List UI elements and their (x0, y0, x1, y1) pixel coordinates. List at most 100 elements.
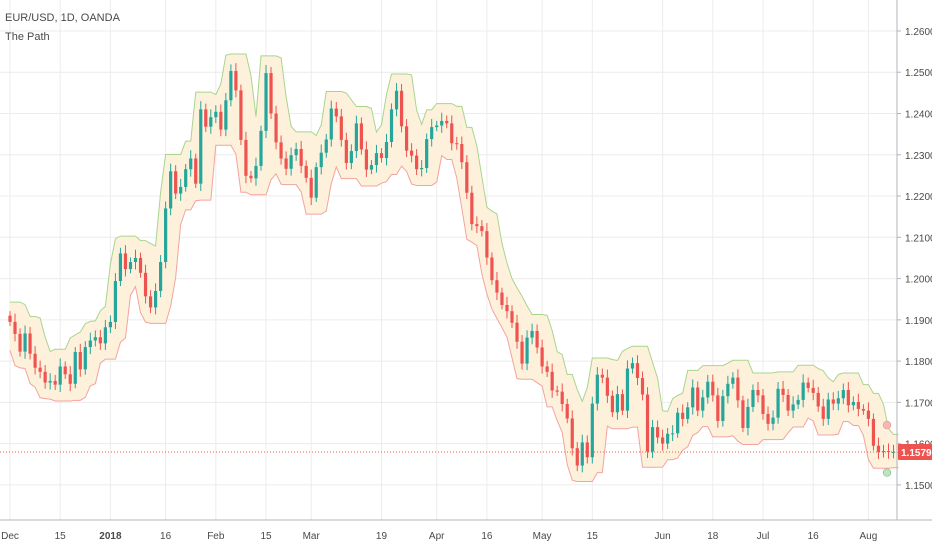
candle-body (781, 388, 785, 395)
candle-down (540, 339, 544, 374)
candle-body (128, 262, 133, 270)
last-price-badge-group: 1.15799 (898, 443, 932, 460)
candle-body (98, 337, 102, 344)
candle-up (224, 92, 228, 137)
candle-up (701, 389, 705, 418)
candle-down (465, 155, 469, 200)
candle-body (309, 177, 313, 198)
candle-down (18, 328, 22, 357)
candle-down (274, 105, 278, 150)
candle-down (334, 102, 338, 123)
candle-body (856, 401, 860, 409)
candle-up (841, 383, 845, 405)
y-tick-label: 1.19000 (905, 316, 932, 327)
candle-body (600, 374, 604, 378)
candle-down (510, 305, 514, 328)
candle-down (239, 84, 243, 146)
candle-down (379, 148, 384, 163)
candle-body (294, 148, 298, 156)
candle-body (570, 418, 574, 449)
x-tick-label: 2018 (99, 531, 122, 542)
candle-body (425, 139, 429, 168)
candle-up (289, 147, 293, 176)
candle-down (816, 386, 820, 412)
candle-body (279, 142, 283, 159)
candle-body (118, 253, 123, 282)
candle-up (650, 419, 655, 459)
candle-body (38, 367, 42, 372)
candle-body (565, 404, 569, 419)
candle-down (696, 381, 700, 417)
candle-down (736, 369, 740, 408)
candle-body (711, 381, 715, 396)
candle-up (118, 247, 123, 287)
candle-body (661, 437, 665, 444)
x-tick-label: 16 (481, 531, 493, 542)
y-tick-label: 1.17000 (905, 398, 932, 409)
candle-body (43, 371, 47, 383)
candle-body (410, 150, 414, 156)
candle-body (595, 374, 599, 404)
candle-body (354, 123, 358, 152)
x-tick-label: 15 (55, 531, 67, 542)
candle-body (445, 120, 449, 124)
candle-body (876, 445, 881, 452)
x-tick-label: 16 (808, 531, 820, 542)
y-tick-label: 1.24000 (905, 109, 932, 120)
candle-body (811, 387, 815, 393)
candle-body (861, 408, 865, 411)
candle-up (329, 100, 333, 147)
candle-up (48, 373, 52, 390)
symbol-title[interactable]: EUR/USD, 1D, OANDA (5, 12, 120, 24)
candle-body (254, 165, 258, 179)
candle-up (389, 103, 394, 148)
candle-up (179, 178, 183, 201)
candle-body (545, 366, 549, 372)
candle-down (33, 346, 37, 375)
candle-down (138, 252, 143, 278)
candle-down (410, 143, 414, 163)
candle-body (103, 327, 107, 344)
candle-down (470, 185, 474, 231)
candle-down (68, 366, 72, 392)
candle-up (58, 358, 62, 392)
x-tick-label: Dec (1, 531, 19, 542)
candle-up (349, 144, 353, 170)
candle-down (219, 104, 223, 137)
candle-body (73, 352, 77, 384)
candles (8, 63, 901, 473)
candle-down (811, 379, 815, 401)
candle-body (630, 363, 635, 369)
indicator-title[interactable]: The Path (5, 31, 50, 43)
candle-body (891, 451, 896, 453)
candle-body (716, 395, 720, 421)
candle-body (274, 113, 278, 143)
candle-down (98, 329, 102, 350)
candle-body (550, 371, 554, 391)
candle-up (199, 101, 203, 192)
candle-up (691, 379, 695, 415)
candle-body (369, 165, 374, 170)
band-upper-line (10, 53, 899, 435)
candle-up (440, 112, 444, 133)
x-tick-label: 19 (376, 531, 388, 542)
candle-up (721, 389, 725, 427)
candle-body (48, 380, 52, 383)
candle-down (786, 388, 790, 417)
candle-body (610, 395, 614, 413)
candle-body (249, 175, 253, 179)
candle-up (666, 427, 670, 449)
candle-up (420, 160, 424, 177)
x-tick-label: Mar (303, 531, 321, 542)
candle-body (219, 111, 223, 130)
candle-body (264, 73, 268, 131)
candle-body (866, 410, 871, 419)
candle-down (500, 287, 504, 310)
candle-down (244, 131, 248, 184)
candle-up (103, 319, 107, 351)
candle-down (640, 371, 645, 401)
candle-down (53, 374, 57, 391)
candle-body (364, 149, 369, 170)
